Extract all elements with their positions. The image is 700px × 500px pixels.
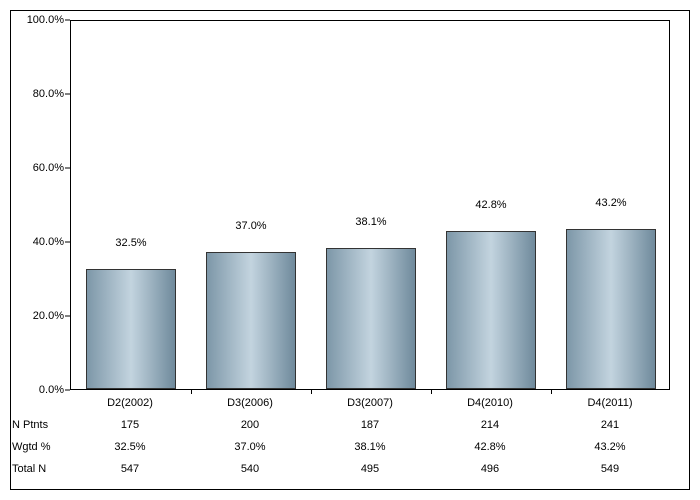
y-tick-label: 80.0% <box>33 88 64 100</box>
table-row-label: Total N <box>12 463 66 475</box>
table-cell: 495 <box>310 463 430 475</box>
table-cell: 540 <box>190 463 310 475</box>
bar-group: 32.5% 37.0% 38.1% 42.8% 43.2% <box>71 21 669 389</box>
bar <box>446 231 536 389</box>
y-tick-label: 40.0% <box>33 236 64 248</box>
bar-value-label: 42.8% <box>475 199 506 215</box>
y-tick-label: 60.0% <box>33 162 64 174</box>
bar <box>206 252 296 389</box>
table-row-label: N Ptnts <box>12 419 66 431</box>
bar <box>86 269 176 389</box>
y-axis: 0.0%20.0%40.0%60.0%80.0%100.0% <box>0 20 70 390</box>
chart-container: 0.0%20.0%40.0%60.0%80.0%100.0% 32.5%37.0… <box>0 0 700 500</box>
bar-value-label: 32.5% <box>115 237 146 253</box>
table-cell: 42.8% <box>430 441 550 453</box>
table-cell: 187 <box>310 419 430 431</box>
table-cell: D4(2011) <box>550 397 670 409</box>
table-cell: D3(2007) <box>310 397 430 409</box>
bar-value-label: 37.0% <box>235 220 266 236</box>
table-cell: 175 <box>70 419 190 431</box>
table-row: D2(2002)D3(2006)D3(2007)D4(2010)D4(2011) <box>70 392 670 414</box>
table-row: Total N547540495496549 <box>70 458 670 480</box>
table-cell: 549 <box>550 463 670 475</box>
table-cell: 547 <box>70 463 190 475</box>
bar-value-label: 43.2% <box>595 197 626 213</box>
table-cell: 37.0% <box>190 441 310 453</box>
table-cell: 496 <box>430 463 550 475</box>
table-cell: 32.5% <box>70 441 190 453</box>
table-cell: 38.1% <box>310 441 430 453</box>
plot-area: 32.5% 37.0% 38.1% 42.8% 43.2% <box>70 20 670 390</box>
table-cell: 200 <box>190 419 310 431</box>
table-cell: D3(2006) <box>190 397 310 409</box>
table-cell: D2(2002) <box>70 397 190 409</box>
bar-value-label: 38.1% <box>355 216 386 232</box>
table-row-label: Wgtd % <box>12 441 66 453</box>
bar <box>566 229 656 389</box>
bar <box>326 248 416 389</box>
table-cell: 43.2% <box>550 441 670 453</box>
y-tick-label: 20.0% <box>33 310 64 322</box>
y-tick-label: 100.0% <box>27 14 64 26</box>
table-cell: 214 <box>430 419 550 431</box>
table-row: Wgtd %32.5%37.0%38.1%42.8%43.2% <box>70 436 670 458</box>
data-table: D2(2002)D3(2006)D3(2007)D4(2010)D4(2011)… <box>70 392 670 480</box>
table-cell: 241 <box>550 419 670 431</box>
table-row: N Ptnts175200187214241 <box>70 414 670 436</box>
y-tick-label: 0.0% <box>39 384 64 396</box>
table-cell: D4(2010) <box>430 397 550 409</box>
